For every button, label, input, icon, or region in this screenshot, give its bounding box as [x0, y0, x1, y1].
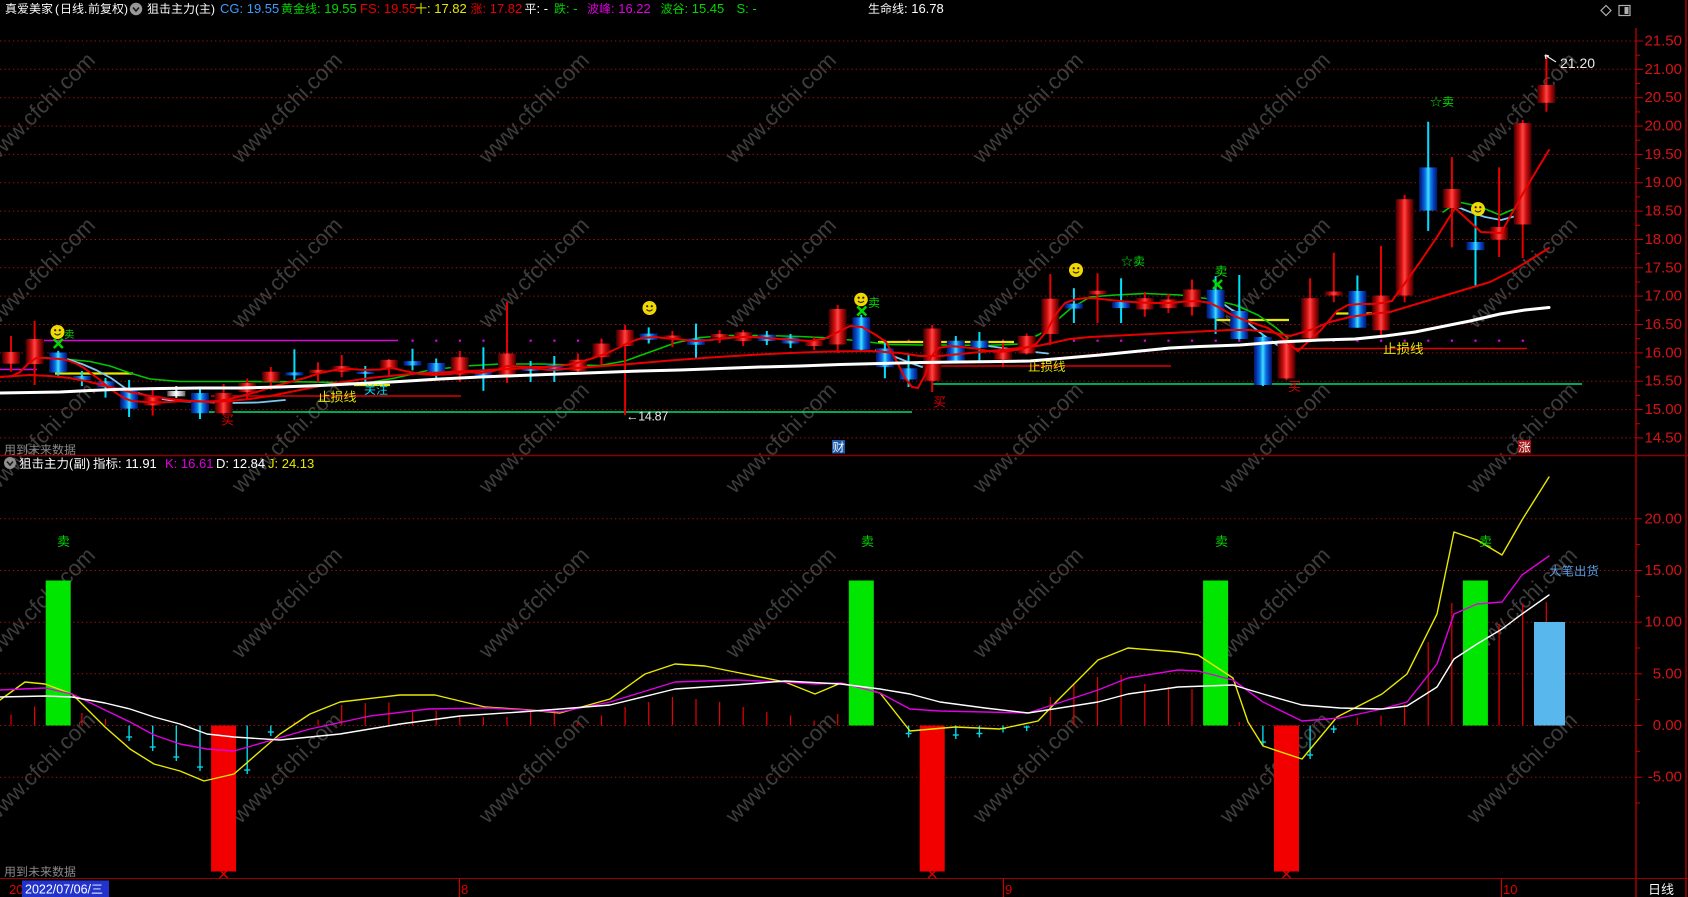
svg-text:: -: : - — [566, 1, 578, 16]
svg-text:8: 8 — [461, 882, 468, 897]
svg-text:: 19.55: : 19.55 — [317, 1, 357, 16]
svg-text:-5.00: -5.00 — [1648, 769, 1682, 786]
svg-text:21.50: 21.50 — [1644, 33, 1682, 50]
svg-text:: 15.45: : 15.45 — [685, 1, 725, 16]
svg-text:D: 12.84: D: 12.84 — [216, 456, 265, 471]
svg-text:20.50: 20.50 — [1644, 89, 1682, 106]
svg-text:2022/07/06/: 2022/07/06/ — [25, 883, 92, 897]
svg-text:(: ( — [69, 457, 74, 471]
svg-text:5.00: 5.00 — [1653, 665, 1682, 682]
svg-text:15.00: 15.00 — [1644, 401, 1682, 418]
svg-text:14.50: 14.50 — [1644, 429, 1682, 446]
svg-text:15.50: 15.50 — [1644, 373, 1682, 390]
svg-text:9: 9 — [1005, 882, 1012, 897]
svg-text:S: -: S: - — [737, 1, 757, 16]
svg-text:FS: 19.55: FS: 19.55 — [360, 1, 416, 16]
svg-text:J: 24.13: J: 24.13 — [268, 456, 314, 471]
svg-text:18.00: 18.00 — [1644, 231, 1682, 248]
svg-text:10: 10 — [1503, 882, 1517, 897]
svg-text:): ) — [86, 457, 90, 471]
svg-text:20: 20 — [9, 882, 23, 897]
svg-text:CG: 19.55: CG: 19.55 — [220, 1, 279, 16]
svg-text:17.00: 17.00 — [1644, 288, 1682, 305]
svg-text:19.00: 19.00 — [1644, 174, 1682, 191]
svg-text:.: . — [84, 2, 87, 16]
svg-text:: 17.82: : 17.82 — [427, 1, 467, 16]
svg-text:: 16.22: : 16.22 — [611, 1, 651, 16]
svg-text:←14.87: ←14.87 — [626, 410, 668, 424]
svg-text:16.00: 16.00 — [1644, 344, 1682, 361]
svg-text:19.50: 19.50 — [1644, 146, 1682, 163]
svg-text:20.00: 20.00 — [1644, 118, 1682, 135]
svg-text:): ) — [124, 2, 128, 16]
svg-text:16.50: 16.50 — [1644, 316, 1682, 333]
svg-text:): ) — [211, 2, 215, 16]
svg-text:: 17.82: : 17.82 — [483, 1, 523, 16]
svg-text:K: 16.61: K: 16.61 — [165, 456, 213, 471]
svg-text:18.50: 18.50 — [1644, 203, 1682, 220]
svg-text:(: ( — [195, 2, 199, 16]
svg-text:15.00: 15.00 — [1644, 562, 1682, 579]
svg-text:(: ( — [55, 2, 59, 16]
svg-text:0.00: 0.00 — [1653, 717, 1682, 734]
svg-text:: -: : - — [537, 1, 549, 16]
svg-text:: 16.78: : 16.78 — [904, 1, 944, 16]
svg-text:10.00: 10.00 — [1644, 614, 1682, 631]
svg-text:17.50: 17.50 — [1644, 259, 1682, 276]
svg-text:20.00: 20.00 — [1644, 510, 1682, 527]
svg-text:21.20: 21.20 — [1560, 55, 1595, 71]
svg-text:: 11.91: : 11.91 — [118, 456, 157, 471]
svg-text:21.00: 21.00 — [1644, 61, 1682, 78]
